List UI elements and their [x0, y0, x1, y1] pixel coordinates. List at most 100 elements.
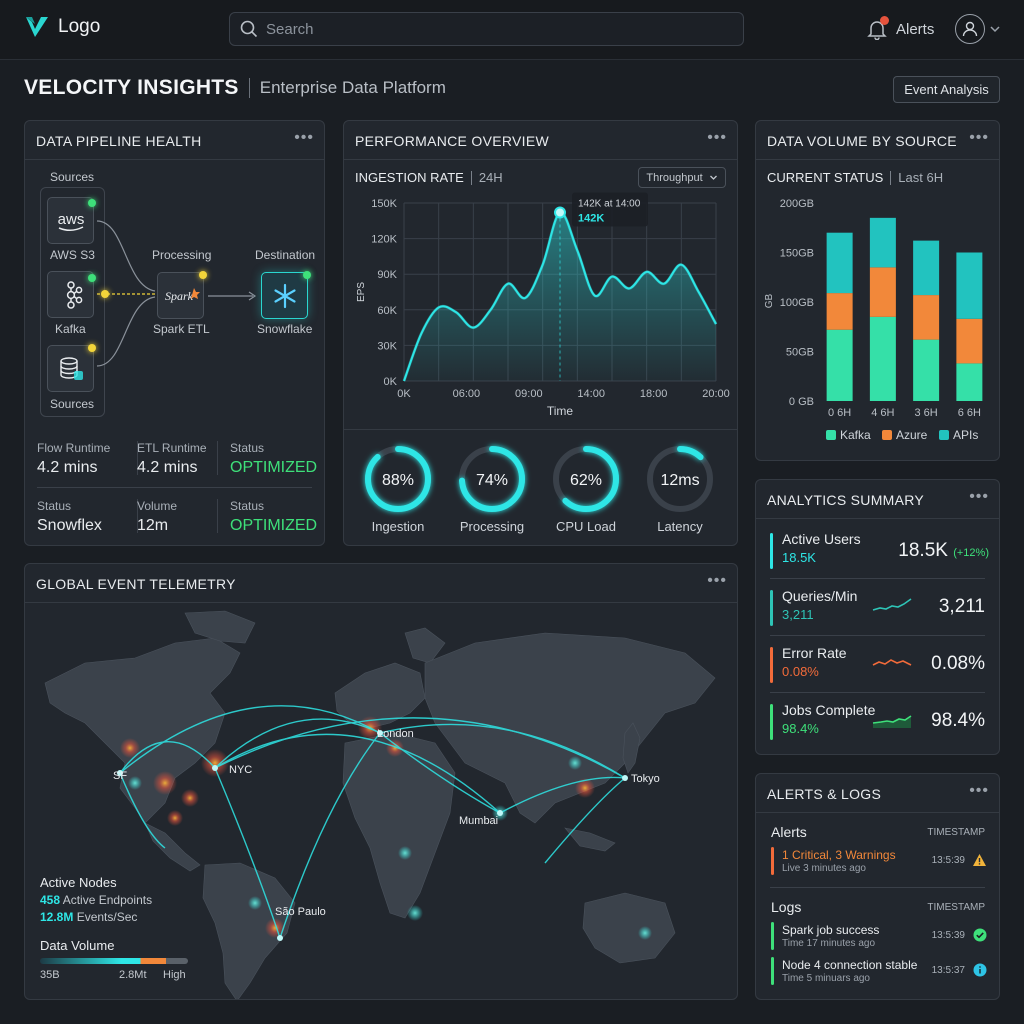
gauge-label: CPU Load [556, 519, 616, 534]
spark-etl-node[interactable]: Spark [157, 272, 204, 319]
snowflake-node[interactable] [261, 272, 308, 319]
aws-logo-text: aws [57, 211, 84, 228]
sparkline-icon [872, 659, 912, 666]
connection-arcs [119, 705, 626, 939]
logo[interactable]: Logo [24, 14, 100, 40]
alert-sub: Live 3 minutes ago [782, 863, 866, 874]
divider [344, 429, 737, 430]
bar-segment [913, 295, 940, 340]
metric-sub: 0.08% [782, 664, 819, 679]
pipeline-panel: DATA PIPELINE HEALTH ••• Sources aws AWS… [24, 120, 325, 546]
endpoints-value: 458 [40, 893, 61, 907]
stat-label: Status [37, 499, 72, 513]
x-tick-label: 6 6H [958, 407, 981, 419]
divider [756, 518, 999, 519]
metric-sub: 18.5K [782, 550, 816, 565]
active-nodes-heading: Active Nodes [40, 875, 117, 890]
stat-separator [137, 441, 138, 475]
page-header: VELOCITY INSIGHTS Enterprise Data Platfo… [24, 76, 446, 100]
log-item[interactable]: Node 4 connection stable Time 5 minuars … [771, 956, 987, 986]
alert-item[interactable]: 1 Critical, 3 Warnings Live 3 minutes ag… [771, 846, 987, 876]
panel-title: GLOBAL EVENT TELEMETRY [36, 576, 236, 592]
gauge-label: Latency [657, 519, 703, 534]
y-tick-label: 60K [377, 305, 397, 317]
more-icon[interactable]: ••• [969, 488, 989, 505]
metric-row[interactable]: Queries/Min 3,211 3,211 [770, 588, 985, 638]
event-analysis-button[interactable]: Event Analysis [893, 76, 1000, 103]
metric-row[interactable]: Jobs Complete 98.4% 98.4% [770, 702, 985, 752]
more-icon[interactable]: ••• [969, 782, 989, 799]
log-time: 13:5:37 [931, 965, 965, 976]
metric-row[interactable]: Error Rate 0.08% 0.08% [770, 645, 985, 695]
log-sub: Time 5 minuars ago [782, 973, 870, 984]
status-dot [199, 271, 207, 279]
city-label-london: London [377, 728, 414, 740]
gauge-value: 62% [570, 472, 602, 489]
alerts-label: Alerts [896, 20, 935, 38]
user-menu[interactable] [955, 14, 1001, 44]
volume-chart: 0 GB 50GB 100GB 150GB 200GB GB 0 6H 4 6H 3 6H 6 6… [764, 198, 983, 419]
search-box[interactable] [229, 12, 744, 46]
log-time: 13:5:39 [931, 930, 965, 941]
x-axis-label: Time [547, 404, 574, 418]
divider [770, 635, 985, 636]
warning-icon [973, 854, 986, 866]
y-tick-label: 50GB [786, 347, 814, 359]
user-icon [962, 21, 978, 37]
bar-segment [826, 329, 853, 401]
spark-logo-text: Spark [165, 289, 194, 303]
kafka-node[interactable] [47, 271, 94, 318]
more-icon[interactable]: ••• [707, 572, 727, 589]
bar-segment [956, 363, 983, 401]
search-input[interactable] [266, 20, 706, 38]
kafka-icon [66, 280, 82, 309]
y-tick-label: 200GB [780, 198, 814, 210]
divider [344, 159, 737, 160]
gauge-arc [553, 446, 619, 512]
aws-s3-node[interactable]: aws [47, 197, 94, 244]
more-icon[interactable]: ••• [294, 129, 314, 146]
metric-value: 98.4% [931, 710, 985, 731]
gauge-value: 88% [382, 472, 414, 489]
chevron-down-icon [990, 26, 1000, 33]
stat-value: 12m [137, 517, 169, 534]
chart-heading: INGESTION RATE 24H [355, 170, 503, 185]
database-node[interactable] [47, 345, 94, 392]
world-map[interactable] [25, 603, 738, 1000]
divider [756, 159, 999, 160]
log-text: Spark job success [782, 923, 880, 937]
more-icon[interactable]: ••• [707, 129, 727, 146]
legend-label: Azure [896, 428, 928, 442]
events-value: 12.8M [40, 910, 74, 924]
title-separator [890, 170, 892, 185]
x-tick-label: 09:00 [515, 388, 543, 400]
alerts-button[interactable]: Alerts [866, 16, 935, 41]
gauge-arc [647, 446, 713, 512]
metric-accent [770, 704, 773, 740]
title-separator [470, 170, 472, 185]
analytics-panel: ANALYTICS SUMMARY ••• Active Users 18.5K… [755, 479, 1000, 755]
endpoints-stat: 458 Active Endpoints [40, 893, 152, 907]
throughput-dropdown[interactable]: Throughput [638, 167, 726, 188]
volume-scale-bar [40, 958, 188, 964]
performance-panel: PERFORMANCE OVERVIEW ••• INGESTION RATE … [343, 120, 738, 546]
metric-value: 0.08% [931, 653, 985, 674]
x-tick-label: 4 6H [871, 407, 894, 419]
log-item[interactable]: Spark job success Time 17 minutes ago 13… [771, 921, 987, 951]
logo-text: Logo [58, 16, 101, 37]
metric-row[interactable]: Active Users 18.5K 18.5K (+12%) [770, 531, 989, 581]
panel-title: ALERTS & LOGS [767, 786, 882, 802]
top-bar: Logo Alerts [0, 0, 1024, 60]
alert-text: 1 Critical, 3 Warnings [782, 848, 896, 862]
data-point [554, 206, 566, 219]
y-tick-label: 90K [377, 269, 397, 281]
alerts-heading: Alerts [771, 824, 807, 840]
events-label: Events/Sec [76, 910, 138, 924]
stat-value: 4.2 mins [37, 459, 98, 476]
city-label-nyc: NYC [229, 764, 253, 776]
more-icon[interactable]: ••• [969, 129, 989, 146]
stat-label: ETL Runtime [137, 441, 207, 455]
chevron-down-icon [709, 175, 717, 180]
status-dot [101, 290, 109, 298]
logs-heading: Logs [771, 899, 802, 915]
